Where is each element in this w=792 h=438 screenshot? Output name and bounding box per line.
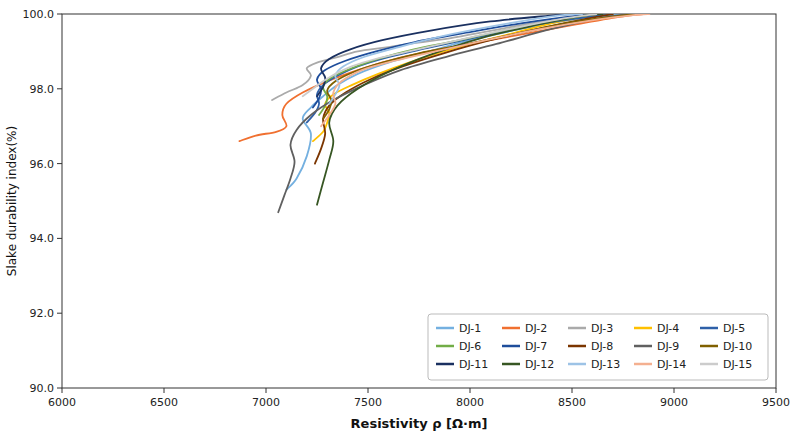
series-line <box>315 14 613 164</box>
legend-label: DJ-15 <box>723 358 752 371</box>
x-tick <box>266 388 267 393</box>
series-line <box>286 14 623 190</box>
legend-swatch <box>634 345 652 348</box>
y-tick <box>57 388 62 389</box>
legend-label: DJ-10 <box>723 340 752 353</box>
legend-label: DJ-5 <box>723 322 745 335</box>
y-tick <box>57 163 62 164</box>
legend-label: DJ-6 <box>459 340 481 353</box>
legend: DJ-1 DJ-2 DJ-3 DJ-4 DJ-5 DJ-6 DJ-7 DJ-8 DJ-9 DJ-1… <box>428 314 768 380</box>
x-tick-label: 6000 <box>48 396 76 409</box>
legend-swatch <box>568 327 586 330</box>
series-line <box>329 14 582 104</box>
x-tick-label: 7000 <box>252 396 280 409</box>
x-tick <box>368 388 369 393</box>
x-tick <box>572 388 573 393</box>
x-tick-label: 8000 <box>456 396 484 409</box>
legend-box <box>428 314 768 380</box>
series-line <box>303 14 597 96</box>
legend-label: DJ-8 <box>591 340 613 353</box>
x-tick <box>674 388 675 393</box>
legend-swatch <box>436 363 454 366</box>
x-tick <box>776 388 777 393</box>
legend-swatch <box>700 363 718 366</box>
y-tick <box>57 313 62 314</box>
x-tick-label: 7500 <box>354 396 382 409</box>
legend-swatch <box>700 345 718 348</box>
legend-swatch <box>568 345 586 348</box>
legend-label: DJ-2 <box>525 322 547 335</box>
legend-swatch <box>502 363 520 366</box>
x-tick-label: 9000 <box>660 396 688 409</box>
legend-swatch <box>502 327 520 330</box>
legend-swatch <box>634 363 652 366</box>
x-tick <box>164 388 165 393</box>
legend-label: DJ-11 <box>459 358 488 371</box>
series-line <box>307 14 613 122</box>
y-tick <box>57 88 62 89</box>
x-tick <box>470 388 471 393</box>
x-tick-label: 8500 <box>558 396 586 409</box>
y-axis-label: Slake durability index(%) <box>5 126 19 276</box>
y-tick-label: 90.0 <box>30 382 55 395</box>
legend-swatch <box>436 327 454 330</box>
y-tick-label: 96.0 <box>30 158 55 171</box>
y-tick-label: 98.0 <box>30 83 55 96</box>
legend-label: DJ-4 <box>657 322 679 335</box>
legend-swatch <box>502 345 520 348</box>
legend-swatch <box>436 345 454 348</box>
series-line <box>321 14 649 126</box>
y-tick-label: 92.0 <box>30 307 55 320</box>
y-tick <box>57 14 62 15</box>
y-tick-label: 100.0 <box>23 8 55 21</box>
legend-label: DJ-1 <box>459 322 481 335</box>
series-line <box>239 14 643 141</box>
legend-label: DJ-7 <box>525 340 547 353</box>
plot-frame <box>62 14 776 388</box>
legend-swatch <box>700 327 718 330</box>
legend-label: DJ-3 <box>591 322 613 335</box>
series-line <box>313 14 613 141</box>
legend-label: DJ-9 <box>657 340 679 353</box>
legend-swatch <box>568 363 586 366</box>
y-tick <box>57 238 62 239</box>
legend-label: DJ-14 <box>657 358 686 371</box>
chart: 6000 6500 7000 7500 8000 8500 9000 9500 90.0 92.0… <box>0 0 792 438</box>
x-axis-label: Resistivity ρ [Ω·m] <box>351 416 488 431</box>
x-tick <box>62 388 63 393</box>
legend-swatch <box>634 327 652 330</box>
legend-label: DJ-12 <box>525 358 554 371</box>
plot-lines <box>239 14 649 212</box>
x-tick-label: 6500 <box>150 396 178 409</box>
y-tick-label: 94.0 <box>30 232 55 245</box>
legend-label: DJ-13 <box>591 358 620 371</box>
x-tick-label: 9500 <box>762 396 790 409</box>
series-line <box>317 14 603 205</box>
